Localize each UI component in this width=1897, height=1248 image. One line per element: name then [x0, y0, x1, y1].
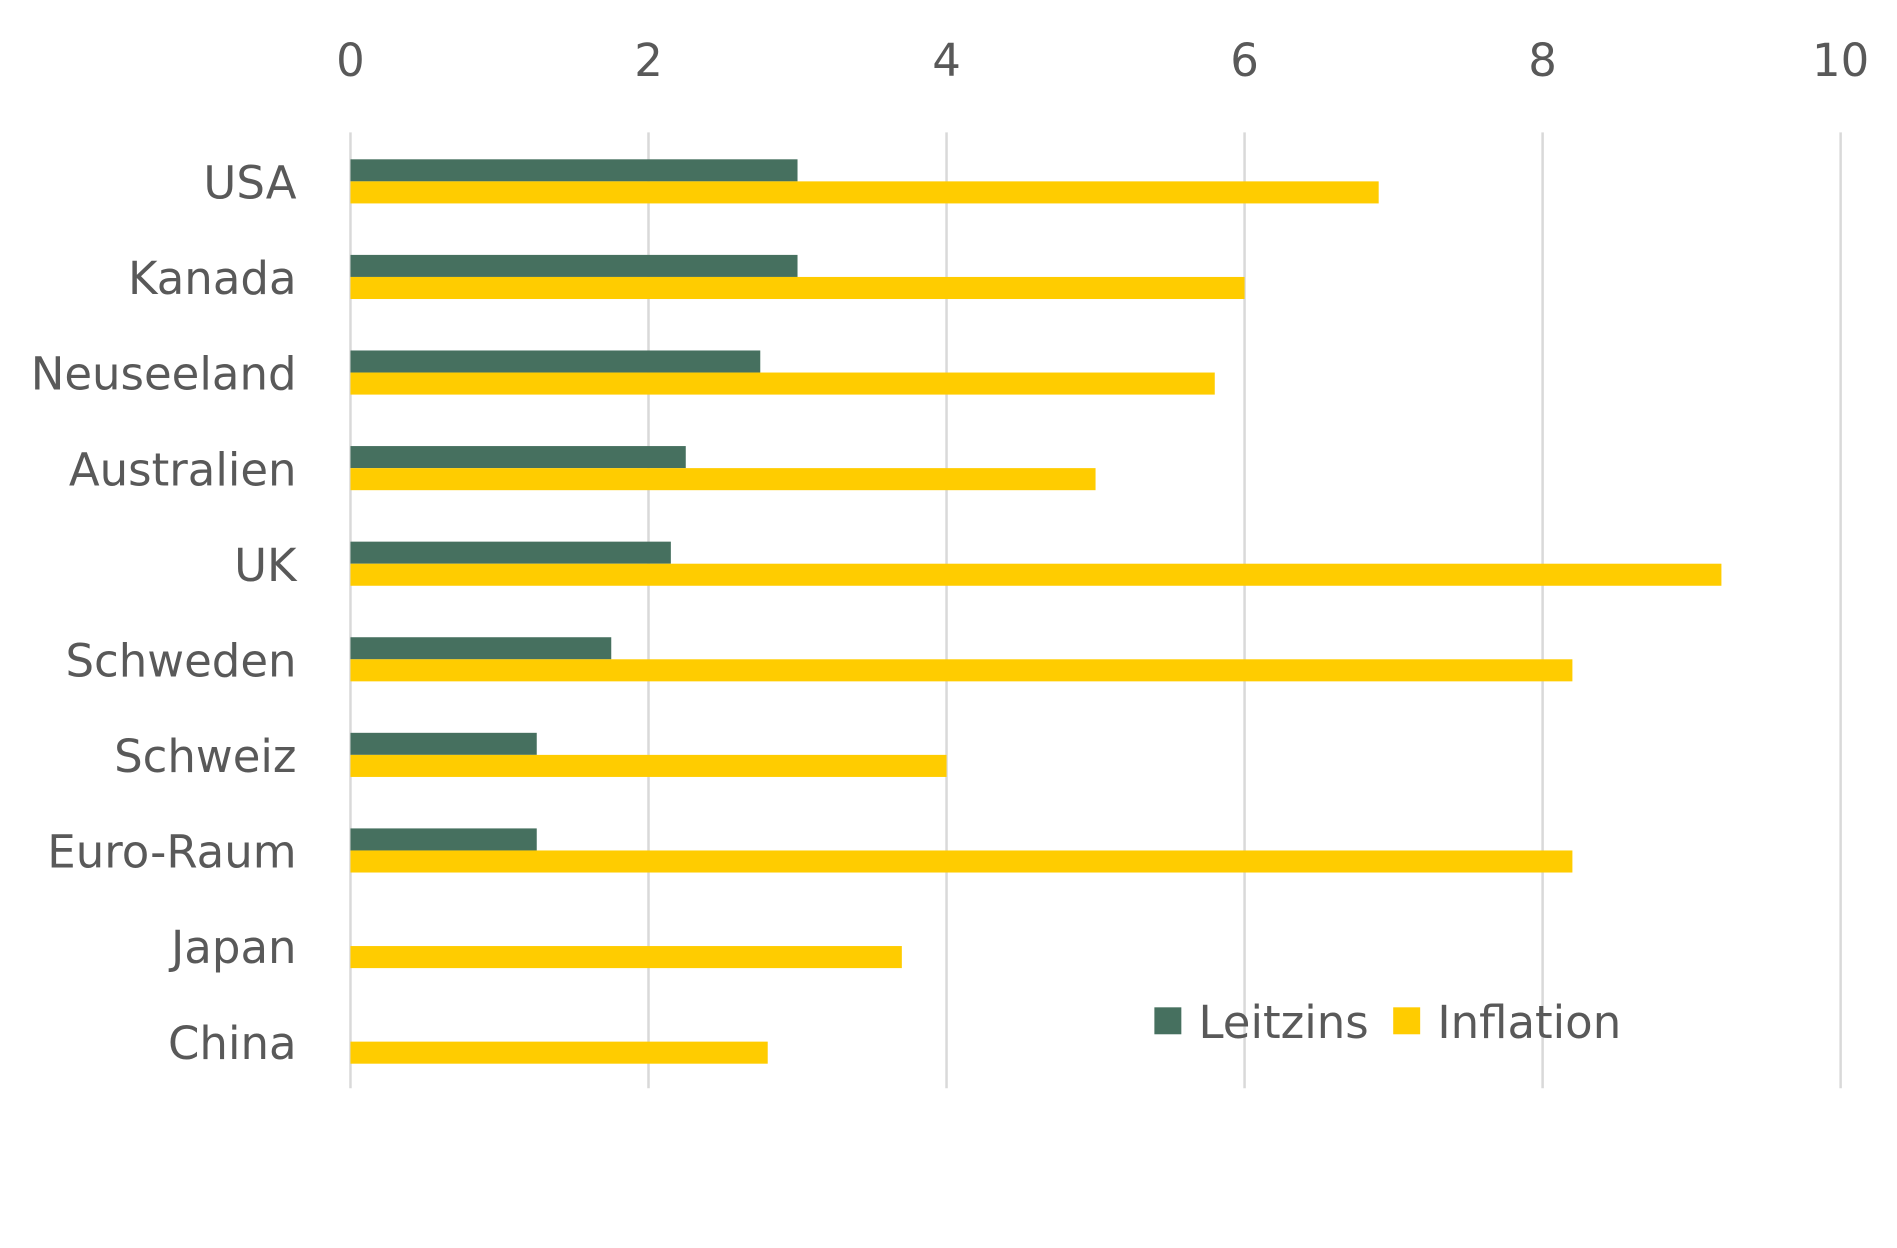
- bar-inflation: [350, 850, 1573, 873]
- category-label: Kanada: [128, 252, 297, 305]
- x-tick-label: 6: [1230, 34, 1259, 87]
- bar-leitzins: [350, 828, 537, 851]
- x-tick-label: 8: [1528, 34, 1557, 87]
- bar-leitzins: [350, 637, 612, 660]
- category-labels: USA Kanada Neuseeland Australien UK Schweden S…: [31, 157, 298, 1070]
- category-label: China: [168, 1017, 297, 1070]
- legend-label-leitzins: Leitzins: [1198, 996, 1368, 1049]
- x-axis-ticks: 0 2 4 6 8 10: [336, 34, 1869, 87]
- category-label: USA: [203, 157, 296, 210]
- legend-swatch-inflation: [1393, 1007, 1421, 1035]
- x-tick-label: 0: [336, 34, 365, 87]
- bar-inflation: [350, 372, 1215, 395]
- bar-leitzins: [350, 254, 798, 277]
- category-label: Schweiz: [114, 730, 296, 783]
- x-tick-label: 4: [932, 34, 961, 87]
- bar-inflation: [350, 754, 947, 777]
- bar-inflation: [350, 659, 1573, 682]
- category-label: Euro-Raum: [47, 826, 296, 879]
- category-label: Neuseeland: [31, 348, 297, 401]
- bar-leitzins: [350, 541, 671, 564]
- bar-leitzins: [350, 159, 798, 182]
- x-tick-label: 2: [634, 34, 663, 87]
- bar-inflation: [350, 946, 902, 969]
- bar-leitzins: [350, 446, 686, 469]
- bar-inflation: [350, 468, 1096, 491]
- bar-leitzins: [350, 732, 537, 755]
- bar-inflation: [350, 563, 1722, 586]
- bar-inflation: [350, 276, 1245, 300]
- bar-inflation: [350, 181, 1379, 204]
- category-label: Japan: [168, 921, 297, 974]
- category-label: Schweden: [65, 634, 296, 687]
- category-label: UK: [234, 539, 298, 592]
- category-label: Australien: [69, 443, 297, 496]
- bars: [350, 159, 1722, 1064]
- bar-inflation: [350, 1041, 768, 1064]
- x-tick-label: 10: [1812, 34, 1869, 87]
- legend: Leitzins Inflation: [1154, 996, 1621, 1049]
- legend-swatch-leitzins: [1154, 1007, 1182, 1035]
- bar-leitzins: [350, 350, 761, 373]
- legend-label-inflation: Inflation: [1437, 996, 1621, 1049]
